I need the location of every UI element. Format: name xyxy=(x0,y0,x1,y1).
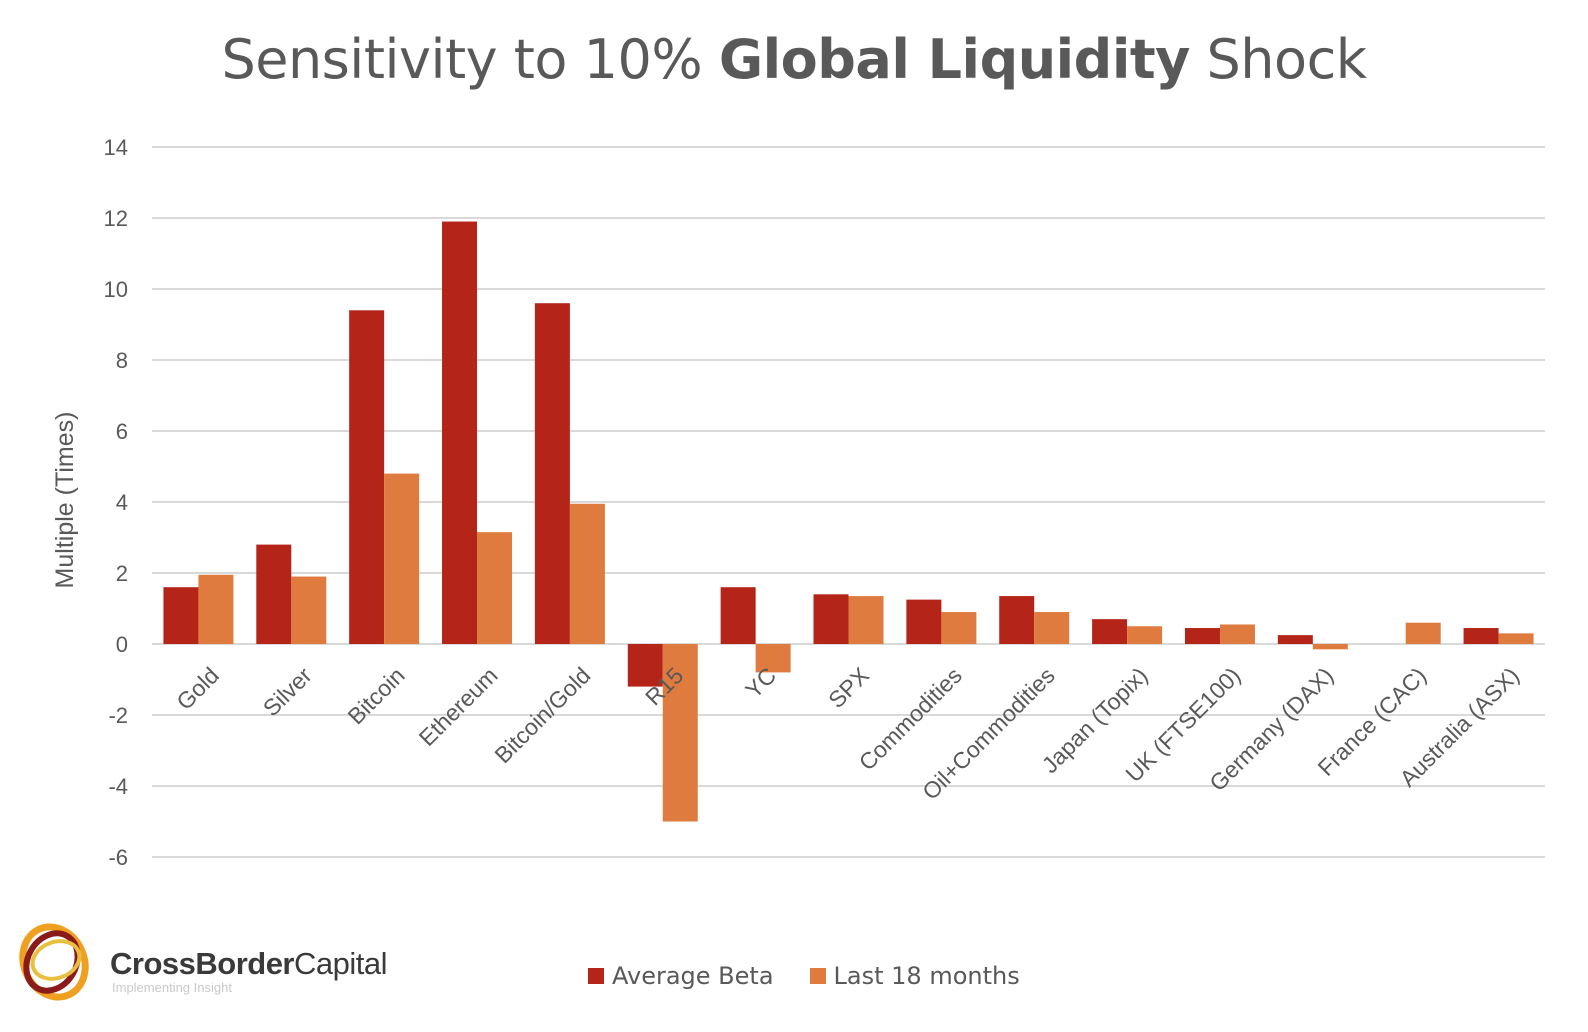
y-tick-label: 0 xyxy=(116,632,128,657)
y-tick-label: -4 xyxy=(108,774,128,799)
bar-last-18-months xyxy=(1498,633,1534,644)
bar-average-beta xyxy=(720,587,756,644)
bar-average-beta xyxy=(256,544,292,644)
y-tick-label: -2 xyxy=(108,703,128,728)
bar-average-beta xyxy=(627,644,663,687)
y-tick-label: 8 xyxy=(116,348,128,373)
bar-last-18-months xyxy=(569,503,605,644)
x-category-label: Bitcoin xyxy=(342,662,409,729)
crossborder-capital-logo: CrossBorderCapital Implementing Insight xyxy=(14,916,394,1006)
title-part-3: Shock xyxy=(1189,28,1368,91)
legend-item-average-beta: Average Beta xyxy=(588,962,774,990)
x-category-label: Ethereum xyxy=(414,662,503,751)
bar-last-18-months xyxy=(291,576,327,644)
y-tick-label: 12 xyxy=(104,206,128,231)
logo-name: CrossBorderCapital xyxy=(110,946,388,982)
bar-last-18-months xyxy=(1127,626,1163,644)
bar-average-beta xyxy=(349,310,385,644)
logo-name-regular: Capital xyxy=(294,946,388,981)
bar-average-beta xyxy=(1277,635,1313,644)
logo-swirl-icon xyxy=(19,923,89,1001)
bar-average-beta xyxy=(906,599,942,644)
bar-last-18-months xyxy=(384,473,420,644)
bar-last-18-months xyxy=(941,612,977,644)
bar-last-18-months xyxy=(848,596,884,644)
chart-title: Sensitivity to 10% Global Liquidity Shoc… xyxy=(0,28,1588,91)
bar-last-18-months xyxy=(755,644,791,673)
legend-swatch-last-18-months xyxy=(809,968,826,984)
x-category-label: Gold xyxy=(171,662,224,715)
logo-name-bold: CrossBorder xyxy=(110,946,295,981)
legend-label-average-beta: Average Beta xyxy=(612,962,774,990)
bar-average-beta xyxy=(1463,628,1499,644)
y-tick-label: 10 xyxy=(104,277,128,302)
legend: Average Beta Last 18 months xyxy=(588,962,1056,990)
bar-last-18-months xyxy=(1219,624,1255,644)
y-axis-ticks: 14 12 10 8 6 4 2 0 -2 -4 -6 xyxy=(104,135,128,870)
bar-chart: 14 12 10 8 6 4 2 0 -2 -4 -6 Gold Silver Bitcoin Ether… xyxy=(51,135,1545,870)
bar-average-beta xyxy=(442,221,478,645)
bars xyxy=(163,221,1534,822)
title-part-1: Sensitivity to 10% xyxy=(221,28,719,91)
title-part-2: Global Liquidity xyxy=(718,28,1191,91)
y-tick-label: -6 xyxy=(108,845,128,870)
bar-last-18-months xyxy=(1312,644,1348,650)
legend-item-last-18-months: Last 18 months xyxy=(809,962,1020,990)
y-tick-label: 4 xyxy=(116,490,128,515)
legend-swatch-average-beta xyxy=(588,968,604,984)
y-tick-label: 14 xyxy=(104,135,128,160)
legend-label-last-18-months: Last 18 months xyxy=(833,962,1020,990)
x-category-label: Silver xyxy=(258,662,317,721)
bar-last-18-months xyxy=(1405,622,1441,644)
bar-last-18-months xyxy=(198,574,234,644)
x-category-label: SPX xyxy=(823,662,874,713)
bar-average-beta xyxy=(534,303,570,644)
bar-average-beta xyxy=(813,594,849,644)
logo-tagline: Implementing Insight xyxy=(112,980,232,995)
y-axis-label: Multiple (Times) xyxy=(51,412,79,589)
bar-average-beta xyxy=(163,587,199,644)
bar-average-beta xyxy=(999,596,1035,644)
bar-last-18-months xyxy=(1034,612,1070,644)
bar-last-18-months xyxy=(662,644,698,822)
bar-last-18-months xyxy=(477,532,513,644)
bar-average-beta xyxy=(1184,628,1220,644)
bar-average-beta xyxy=(1092,619,1128,644)
y-tick-label: 6 xyxy=(116,419,128,444)
y-tick-label: 2 xyxy=(116,561,128,586)
